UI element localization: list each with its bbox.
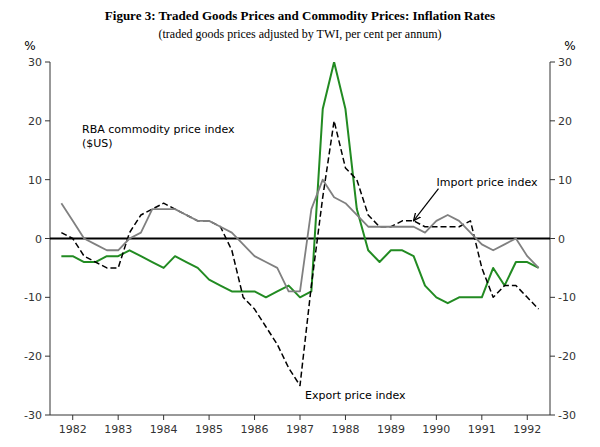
x-tick: [254, 415, 255, 420]
y-tick: [45, 297, 50, 298]
x-tick-label: 1988: [331, 423, 359, 436]
y2-tick: [550, 62, 555, 63]
y2-tick-label: 20: [558, 115, 572, 128]
y-tick-label: 20: [28, 115, 42, 128]
x-tick: [345, 415, 346, 420]
y-tick: [45, 179, 50, 180]
y-tick: [45, 356, 50, 357]
annotation-line: RBA commodity price index: [82, 123, 235, 136]
y-tick-label: 10: [28, 174, 42, 187]
y-tick: [45, 120, 50, 121]
y2-tick: [550, 238, 555, 239]
x-tick: [118, 415, 119, 420]
y2-tick-label: -10: [558, 291, 576, 304]
x-tick: [390, 415, 391, 420]
y-tick-label: 0: [35, 233, 42, 246]
background: [0, 0, 600, 447]
series-line: [61, 62, 538, 303]
x-tick-label: 1990: [422, 423, 450, 436]
x-tick-label: 1992: [513, 423, 541, 436]
x-tick-label: 1987: [286, 423, 314, 436]
y2-tick-label: -30: [558, 409, 576, 422]
y-axis-label: %: [24, 39, 35, 53]
x-tick-label: 1991: [468, 423, 496, 436]
y2-tick: [550, 297, 555, 298]
title: Figure 3: Traded Goods Prices and Commod…: [105, 8, 495, 23]
y2-tick: [550, 356, 555, 357]
x-tick-label: 1983: [104, 423, 132, 436]
x-tick: [163, 415, 164, 420]
x-tick: [527, 415, 528, 420]
annotation: Export price index: [305, 389, 406, 402]
y-tick-label: -30: [24, 409, 42, 422]
y-tick: [45, 62, 50, 63]
subtitle: (traded goods prices adjusted by TWI, pe…: [158, 27, 441, 41]
x-tick-label: 1989: [377, 423, 405, 436]
plot-area: [50, 62, 550, 386]
annotation-line: Export price index: [305, 389, 406, 402]
y-tick: [45, 415, 50, 416]
annotation-arrow: [414, 189, 439, 221]
annotation-line: ($US): [82, 137, 113, 150]
y2-tick-label: 10: [558, 174, 572, 187]
y-tick-label: -20: [24, 350, 42, 363]
y2-tick-label: 0: [558, 233, 565, 246]
y2-tick: [550, 179, 555, 180]
x-tick-label: 1986: [241, 423, 269, 436]
x-tick: [481, 415, 482, 420]
x-tick: [300, 415, 301, 420]
y2-axis-label: %: [564, 39, 575, 53]
chart: Figure 3: Traded Goods Prices and Commod…: [0, 0, 600, 447]
x-tick-label: 1982: [59, 423, 87, 436]
annotation: RBA commodity price index($US): [82, 123, 235, 150]
y2-tick-label: -20: [558, 350, 576, 363]
annotation-line: Import price index: [437, 176, 538, 189]
axes: [50, 62, 550, 415]
x-tick-label: 1984: [150, 423, 178, 436]
y-tick-label: -10: [24, 291, 42, 304]
series-line: [61, 121, 538, 386]
x-tick: [72, 415, 73, 420]
annotation: Import price index: [437, 176, 538, 189]
y-tick-label: 30: [28, 56, 42, 69]
y2-tick-label: 30: [558, 56, 572, 69]
series-line: [61, 180, 538, 292]
x-tick-label: 1985: [195, 423, 223, 436]
x-tick: [209, 415, 210, 420]
x-tick: [436, 415, 437, 420]
y2-tick: [550, 415, 555, 416]
y-tick: [45, 238, 50, 239]
y2-tick: [550, 120, 555, 121]
